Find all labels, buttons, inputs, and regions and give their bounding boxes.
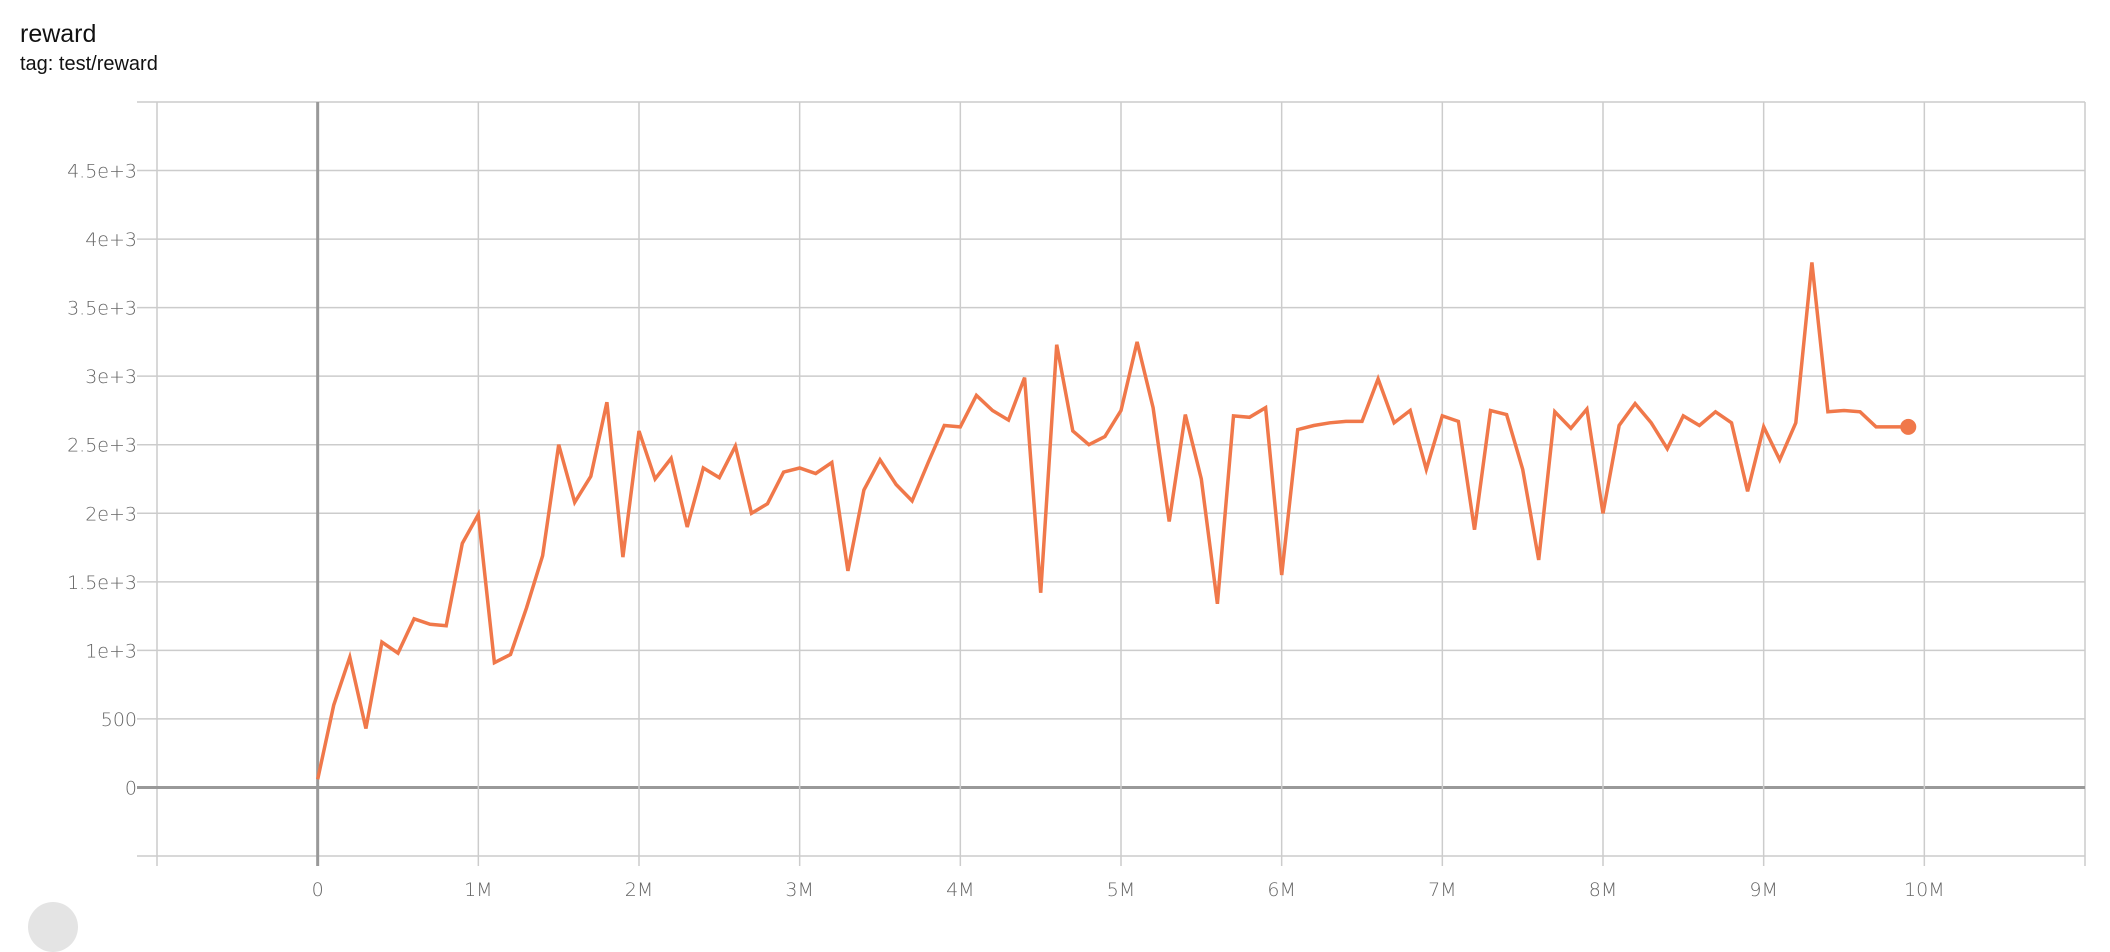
series-line xyxy=(318,262,1909,779)
x-tick-label: 6M xyxy=(1267,879,1295,901)
x-tick-label: 1M xyxy=(464,879,492,901)
y-tick-label: 4.5e+3 xyxy=(67,161,137,183)
y-tick-label: 500 xyxy=(101,709,137,731)
y-tick-label: 0 xyxy=(125,777,137,799)
line-chart: 0 500 1e+3 1.5e+3 2e+3 2.5e+3 3e+3 3.5e+3 4e+3 4.… xyxy=(0,0,2110,910)
x-tick-label: 0 xyxy=(312,879,324,901)
y-tick-label: 2e+3 xyxy=(85,503,137,525)
y-tick-label: 3e+3 xyxy=(85,366,137,388)
x-tick-label: 8M xyxy=(1589,879,1617,901)
x-tick-label: 3M xyxy=(785,879,813,901)
y-tick-label: 1e+3 xyxy=(85,640,137,662)
y-tick-label: 4e+3 xyxy=(85,229,137,251)
x-tick-label: 7M xyxy=(1428,879,1456,901)
last-point-marker xyxy=(1900,419,1916,435)
x-tick-label: 10M xyxy=(1904,879,1945,901)
x-tick-label: 9M xyxy=(1749,879,1777,901)
x-tick-label: 5M xyxy=(1107,879,1135,901)
y-tick-label: 1.5e+3 xyxy=(67,572,137,594)
x-tick-label: 2M xyxy=(625,879,653,901)
x-tick-label: 4M xyxy=(946,879,974,901)
y-tick-label: 2.5e+3 xyxy=(67,435,137,457)
y-tick-label: 3.5e+3 xyxy=(67,298,137,320)
